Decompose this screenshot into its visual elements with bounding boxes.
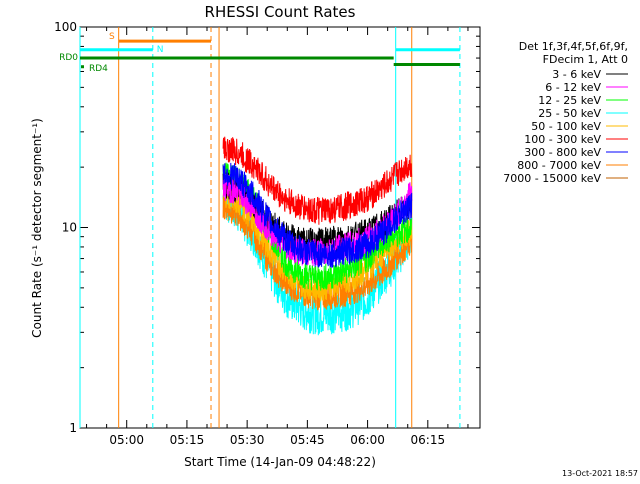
state-bar-label: RD0 <box>59 53 78 63</box>
state-bar-label: S <box>109 32 115 42</box>
rd4-marker <box>81 65 84 69</box>
timestamp-label: 13-Oct-2021 18:57 <box>562 469 638 478</box>
x-tick-label: 06:00 <box>350 433 385 447</box>
plot-area: 1 10 100 05:00 05:15 05:30 05:45 06:00 06:15 S N RD… <box>54 20 481 447</box>
legend-entry-label: 7000 - 15000 keV <box>503 172 601 185</box>
legend-entry-label: 6 - 12 keV <box>545 81 601 94</box>
legend-entry-label: 800 - 7000 keV <box>517 159 601 172</box>
x-tick-label: 06:15 <box>411 433 446 447</box>
x-tick-label: 05:45 <box>290 433 325 447</box>
state-bar-label: N <box>157 45 164 55</box>
state-bar-label: RD4 <box>89 64 108 74</box>
x-axis-label: Start Time (14-Jan-09 04:48:22) <box>184 455 376 469</box>
series-line <box>222 191 413 311</box>
x-tick-label: 05:30 <box>230 433 265 447</box>
y-tick-label: 10 <box>62 221 77 235</box>
series-line <box>222 162 413 269</box>
legend-entry-label: 100 - 300 keV <box>524 133 601 146</box>
legend-entry-label: 50 - 100 keV <box>531 120 601 133</box>
legend-header-line-2: FDecim 1, Att 0 <box>543 53 628 66</box>
x-tick-label: 05:00 <box>109 433 144 447</box>
legend-header-line-1: Det 1f,3f,4f,5f,6f,9f, <box>519 40 628 53</box>
x-tick-label: 05:15 <box>170 433 205 447</box>
legend-entry-label: 25 - 50 keV <box>538 107 601 120</box>
legend-entry-label: 300 - 800 keV <box>524 146 601 159</box>
y-tick-label: 100 <box>54 20 77 34</box>
y-axis-label: Count Rate (s⁻¹ detector segment⁻¹) <box>30 118 44 338</box>
chart-title: RHESSI Count Rates <box>205 3 356 21</box>
y-tick-label: 1 <box>69 421 77 435</box>
legend-entry-label: 3 - 6 keV <box>552 68 601 81</box>
legend-entry-label: 12 - 25 keV <box>538 94 601 107</box>
series-line <box>222 136 413 225</box>
